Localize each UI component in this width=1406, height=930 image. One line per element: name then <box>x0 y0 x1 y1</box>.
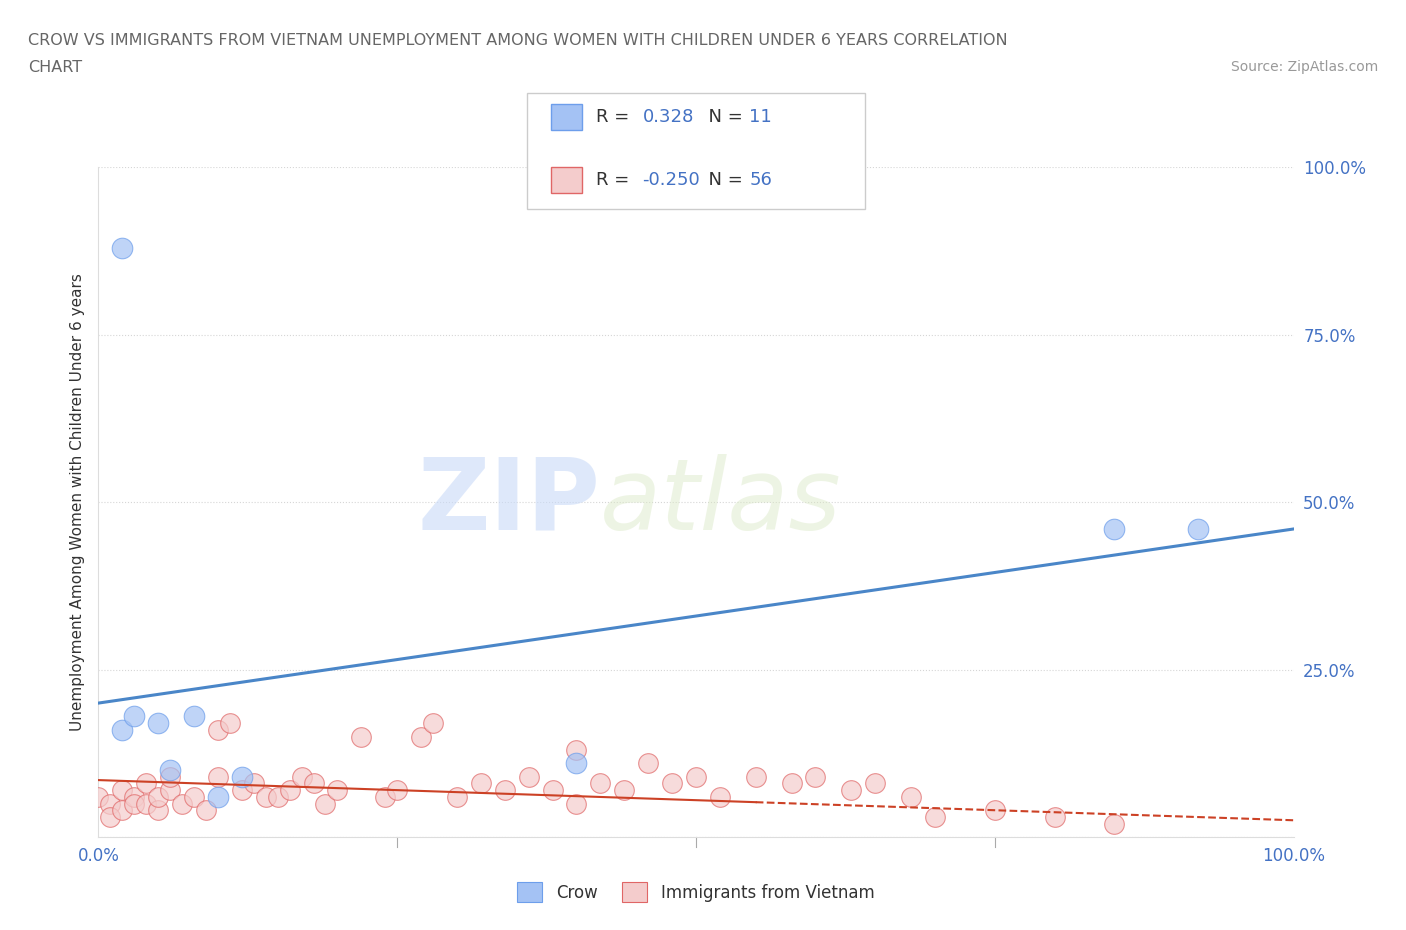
Point <box>745 769 768 784</box>
Point <box>709 790 731 804</box>
Point <box>111 783 134 798</box>
Text: 11: 11 <box>749 108 772 126</box>
Point <box>111 240 134 255</box>
Point <box>565 796 588 811</box>
Point <box>385 783 409 798</box>
Point <box>326 783 349 798</box>
Point <box>148 803 170 817</box>
Text: R =: R = <box>596 108 636 126</box>
Point <box>135 776 157 790</box>
Point <box>111 803 134 817</box>
Point <box>315 796 337 811</box>
Text: 0.328: 0.328 <box>643 108 695 126</box>
Point <box>637 756 659 771</box>
Point <box>1102 522 1125 537</box>
Text: CHART: CHART <box>28 60 82 75</box>
Text: -0.250: -0.250 <box>643 171 700 189</box>
Point <box>302 776 325 790</box>
Text: N =: N = <box>697 108 749 126</box>
Legend: Crow, Immigrants from Vietnam: Crow, Immigrants from Vietnam <box>510 875 882 909</box>
Point <box>422 716 444 731</box>
Point <box>124 790 146 804</box>
Point <box>98 809 122 824</box>
Point <box>374 790 396 804</box>
Point <box>983 803 1005 817</box>
Point <box>159 769 181 784</box>
Point <box>411 729 433 744</box>
Point <box>613 783 636 798</box>
Point <box>1102 817 1125 831</box>
Text: N =: N = <box>697 171 749 189</box>
Point <box>159 783 181 798</box>
Point <box>470 776 492 790</box>
Point <box>565 756 588 771</box>
Point <box>242 776 264 790</box>
Point <box>194 803 217 817</box>
Point <box>183 709 205 724</box>
Text: R =: R = <box>596 171 636 189</box>
Text: 56: 56 <box>749 171 772 189</box>
Text: CROW VS IMMIGRANTS FROM VIETNAM UNEMPLOYMENT AMONG WOMEN WITH CHILDREN UNDER 6 Y: CROW VS IMMIGRANTS FROM VIETNAM UNEMPLOY… <box>28 33 1008 47</box>
Point <box>207 769 229 784</box>
Text: Source: ZipAtlas.com: Source: ZipAtlas.com <box>1230 60 1378 74</box>
Point <box>661 776 683 790</box>
Text: ZIP: ZIP <box>418 454 600 551</box>
Point <box>780 776 803 790</box>
Point <box>290 769 312 784</box>
Point <box>517 769 540 784</box>
Point <box>231 769 253 784</box>
Y-axis label: Unemployment Among Women with Children Under 6 years: Unemployment Among Women with Children U… <box>69 273 84 731</box>
Point <box>350 729 373 744</box>
Point <box>124 709 146 724</box>
Point <box>900 790 922 804</box>
Point <box>135 796 157 811</box>
Point <box>863 776 886 790</box>
Point <box>494 783 516 798</box>
Point <box>231 783 253 798</box>
Point <box>1187 522 1209 537</box>
Point <box>541 783 564 798</box>
Point <box>589 776 612 790</box>
Point <box>207 790 229 804</box>
Text: atlas: atlas <box>600 454 842 551</box>
Point <box>1043 809 1066 824</box>
Point <box>124 796 146 811</box>
Point <box>98 796 122 811</box>
Point <box>148 716 170 731</box>
Point <box>148 790 170 804</box>
Point <box>839 783 862 798</box>
Point <box>159 763 181 777</box>
Point <box>111 723 134 737</box>
Point <box>254 790 277 804</box>
Point <box>87 790 110 804</box>
Point <box>219 716 242 731</box>
Point <box>267 790 290 804</box>
Point <box>207 723 229 737</box>
Point <box>183 790 205 804</box>
Point <box>172 796 194 811</box>
Point <box>565 742 588 757</box>
Point <box>685 769 707 784</box>
Point <box>924 809 946 824</box>
Point <box>804 769 827 784</box>
Point <box>446 790 468 804</box>
Point <box>278 783 301 798</box>
